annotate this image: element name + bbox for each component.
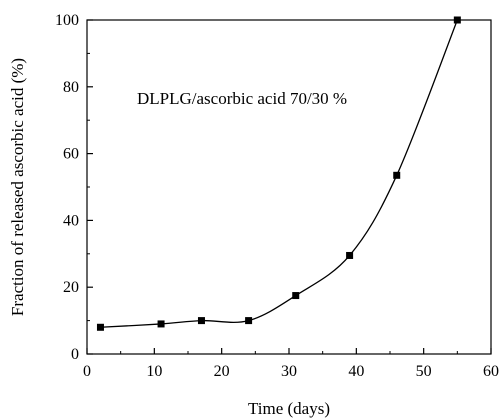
plot-frame (87, 20, 491, 354)
axis-ticks (87, 20, 491, 354)
x-tick-label: 10 (146, 363, 162, 380)
x-tick-labels: 0 10 20 30 40 50 60 (83, 363, 499, 380)
chart-annotation: DLPLG/ascorbic acid 70/30 % (137, 89, 347, 108)
data-point (158, 320, 165, 327)
y-tick-label: 0 (71, 346, 79, 363)
y-tick-label: 20 (63, 279, 79, 296)
x-tick-label: 50 (416, 363, 432, 380)
y-tick-label: 100 (55, 12, 79, 29)
x-tick-label: 20 (214, 363, 230, 380)
y-tick-label: 40 (63, 212, 79, 229)
x-tick-label: 60 (483, 363, 499, 380)
x-tick-label: 40 (348, 363, 364, 380)
y-tick-labels: 0 20 40 60 80 100 (55, 12, 79, 363)
data-point (97, 324, 104, 331)
data-point (245, 317, 252, 324)
y-tick-label: 60 (63, 146, 79, 163)
data-point (393, 172, 400, 179)
x-axis-title: Time (days) (248, 399, 330, 418)
data-point (292, 292, 299, 299)
data-point (454, 17, 461, 24)
series-curve (100, 20, 457, 327)
x-tick-label: 30 (281, 363, 297, 380)
data-point (346, 252, 353, 259)
y-axis-title: Fraction of released ascorbic acid (%) (8, 58, 27, 316)
series-markers (97, 17, 461, 331)
y-tick-label: 80 (63, 79, 79, 96)
data-point (198, 317, 205, 324)
x-tick-label: 0 (83, 363, 91, 380)
